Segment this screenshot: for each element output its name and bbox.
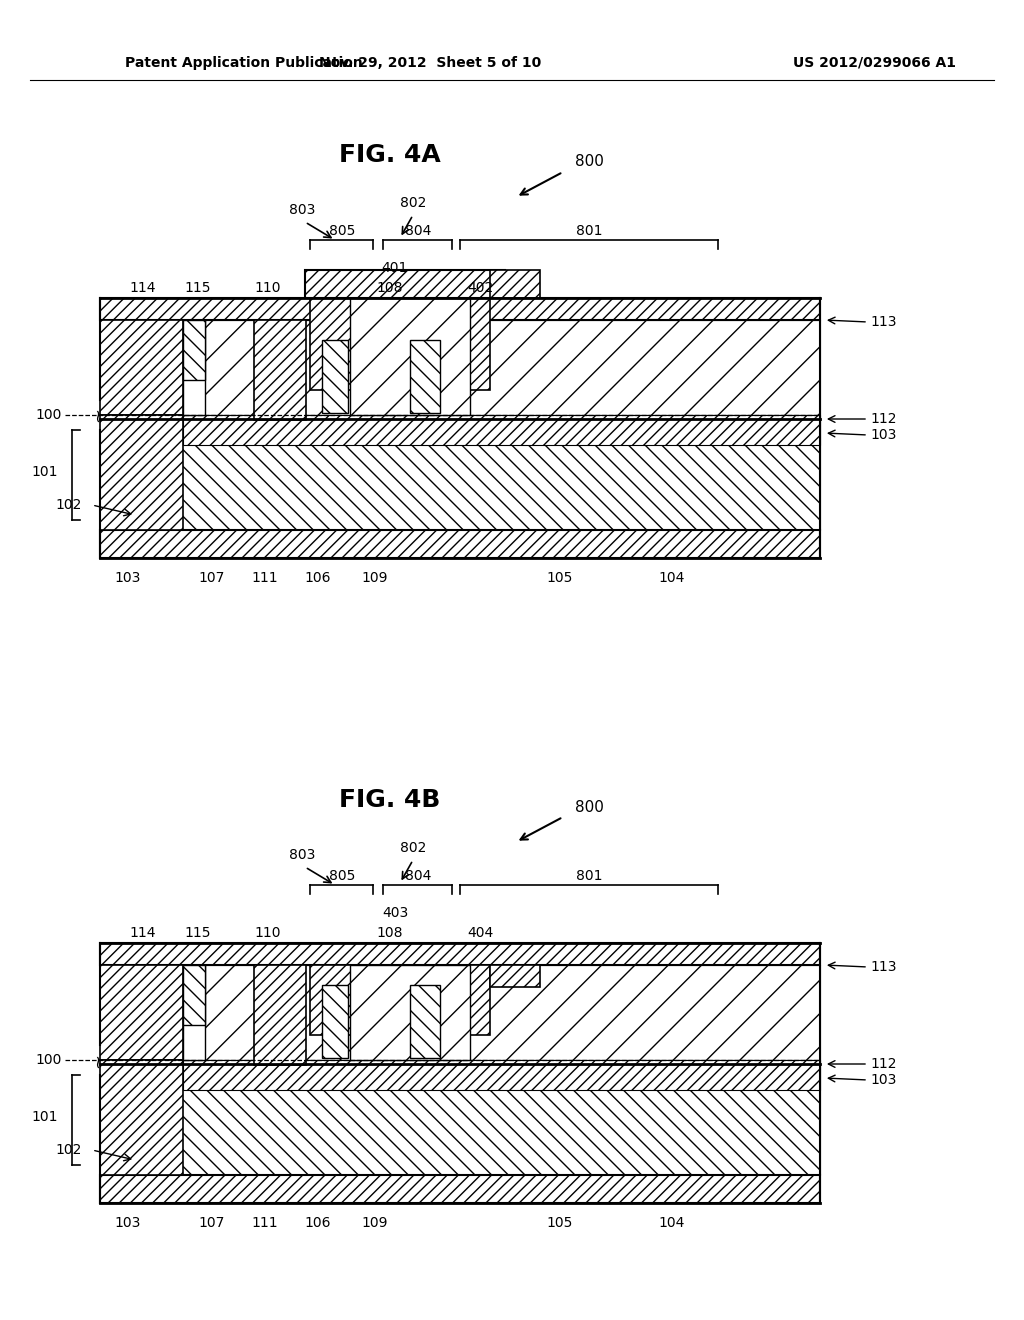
Polygon shape — [100, 531, 820, 558]
Text: 107: 107 — [199, 1216, 225, 1230]
Text: 114: 114 — [130, 927, 157, 940]
Text: Patent Application Publication: Patent Application Publication — [125, 55, 362, 70]
Text: 802: 802 — [399, 195, 426, 210]
Polygon shape — [322, 985, 348, 1059]
Polygon shape — [254, 319, 306, 420]
Polygon shape — [350, 965, 470, 1060]
Polygon shape — [305, 271, 505, 298]
Text: 402: 402 — [467, 281, 494, 294]
Text: 101: 101 — [32, 1110, 58, 1125]
Text: 107: 107 — [199, 572, 225, 585]
Polygon shape — [254, 965, 306, 1065]
Polygon shape — [183, 965, 205, 1060]
Text: FIG. 4A: FIG. 4A — [339, 143, 441, 168]
Text: 106: 106 — [305, 572, 331, 585]
Text: 105: 105 — [547, 572, 573, 585]
Polygon shape — [100, 1175, 820, 1203]
Polygon shape — [100, 414, 820, 531]
Text: 800: 800 — [575, 800, 604, 814]
Polygon shape — [183, 965, 205, 1026]
Polygon shape — [100, 319, 820, 414]
Text: 403: 403 — [382, 906, 409, 920]
Text: 102: 102 — [55, 1143, 82, 1158]
Text: 103: 103 — [115, 572, 141, 585]
Text: 401: 401 — [382, 261, 409, 275]
Polygon shape — [183, 319, 205, 380]
Text: 108: 108 — [377, 281, 403, 294]
Text: 111: 111 — [252, 572, 279, 585]
Text: 804: 804 — [404, 224, 431, 238]
Polygon shape — [183, 414, 820, 445]
Text: 104: 104 — [658, 1216, 685, 1230]
Text: 805: 805 — [329, 224, 355, 238]
Polygon shape — [100, 942, 820, 965]
Text: Nov. 29, 2012  Sheet 5 of 10: Nov. 29, 2012 Sheet 5 of 10 — [318, 55, 541, 70]
Text: 101: 101 — [32, 465, 58, 479]
Text: 804: 804 — [404, 869, 431, 883]
Text: 114: 114 — [130, 281, 157, 294]
Polygon shape — [100, 298, 820, 319]
Polygon shape — [183, 1060, 820, 1090]
Polygon shape — [490, 271, 540, 298]
Text: 800: 800 — [575, 154, 604, 169]
Text: 109: 109 — [361, 1216, 388, 1230]
Text: 108: 108 — [377, 927, 403, 940]
Text: 113: 113 — [870, 315, 896, 329]
Text: 109: 109 — [361, 572, 388, 585]
Text: 802: 802 — [399, 841, 426, 855]
Text: 104: 104 — [658, 572, 685, 585]
Text: 102: 102 — [55, 498, 82, 512]
Text: 113: 113 — [870, 960, 896, 974]
Polygon shape — [410, 985, 440, 1059]
Text: 404: 404 — [467, 927, 494, 940]
Polygon shape — [100, 965, 820, 1060]
Polygon shape — [100, 1060, 183, 1175]
Polygon shape — [100, 1060, 820, 1175]
Text: ~: ~ — [89, 408, 106, 422]
Polygon shape — [350, 298, 470, 414]
Text: 106: 106 — [305, 1216, 331, 1230]
Text: 103: 103 — [115, 1216, 141, 1230]
Text: 112: 112 — [870, 412, 896, 426]
Polygon shape — [322, 341, 348, 413]
Text: 103: 103 — [870, 1073, 896, 1086]
Polygon shape — [310, 298, 490, 389]
Text: 103: 103 — [870, 428, 896, 442]
Polygon shape — [100, 965, 183, 1060]
Polygon shape — [310, 965, 490, 1035]
Text: 100: 100 — [36, 408, 62, 422]
Text: 805: 805 — [329, 869, 355, 883]
Text: US 2012/0299066 A1: US 2012/0299066 A1 — [793, 55, 956, 70]
Text: 803: 803 — [289, 203, 315, 216]
Polygon shape — [100, 319, 183, 414]
Polygon shape — [490, 965, 540, 987]
Text: 100: 100 — [36, 1053, 62, 1067]
Text: 803: 803 — [289, 847, 315, 862]
Text: ~: ~ — [89, 1052, 106, 1068]
Text: 115: 115 — [184, 927, 211, 940]
Text: 801: 801 — [575, 869, 602, 883]
Text: 110: 110 — [255, 281, 282, 294]
Polygon shape — [183, 319, 205, 414]
Polygon shape — [410, 341, 440, 413]
Text: 111: 111 — [252, 1216, 279, 1230]
Text: 110: 110 — [255, 927, 282, 940]
Text: 115: 115 — [184, 281, 211, 294]
Text: FIG. 4B: FIG. 4B — [339, 788, 440, 812]
Text: 112: 112 — [870, 1057, 896, 1071]
Polygon shape — [100, 414, 183, 531]
Text: 105: 105 — [547, 1216, 573, 1230]
Text: 801: 801 — [575, 224, 602, 238]
